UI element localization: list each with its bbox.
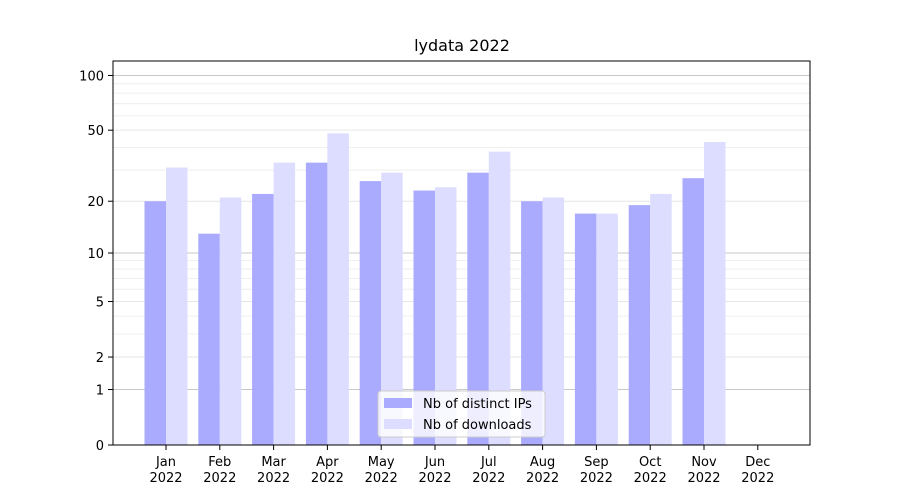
chart-title: lydata 2022 (414, 36, 510, 55)
x-tick-label: Aug 2022 (526, 455, 559, 486)
legend-swatch (384, 398, 412, 408)
bar (198, 233, 220, 445)
bar (488, 151, 511, 445)
bar (219, 197, 242, 445)
x-axis: Jan 2022 Feb 2022 Mar 2022 Apr 2022 May 2022 Jun 20… (149, 445, 774, 486)
bar (144, 201, 166, 445)
bar (305, 162, 328, 445)
bar (413, 190, 435, 445)
y-tick-label: 50 (87, 124, 104, 139)
legend-label: Nb of downloads (423, 418, 532, 433)
x-tick-label: Feb 2022 (203, 455, 236, 486)
bar (596, 213, 618, 445)
legend-label: Nb of distinct IPs (423, 397, 532, 412)
y-tick-label: 100 (79, 69, 104, 84)
x-tick-label: Oct 2022 (634, 455, 667, 486)
y-axis: 0 1 2 5 10 20 50 100 (79, 69, 113, 454)
legend: Nb of distinct IPs Nb of downloads (377, 390, 546, 438)
bar (359, 181, 382, 445)
x-tick-label: Nov 2022 (687, 455, 720, 486)
bar (273, 162, 296, 445)
bar (574, 213, 597, 445)
bar (327, 133, 349, 445)
x-tick-label: Dec 2022 (741, 455, 774, 486)
x-tick-label: Jun 2022 (418, 455, 451, 486)
bar (435, 187, 457, 445)
x-tick-label: Mar 2022 (257, 455, 290, 486)
x-tick-label: Sep 2022 (580, 455, 613, 486)
y-tick-label: 5 (96, 296, 104, 311)
y-tick-label: 10 (87, 247, 104, 262)
legend-box (377, 390, 546, 438)
bar (467, 172, 489, 445)
bar (166, 167, 188, 445)
y-tick-label: 20 (87, 195, 104, 210)
x-tick-label: Apr 2022 (311, 455, 344, 486)
bar (650, 193, 672, 445)
y-tick-label: 1 (96, 383, 104, 398)
bar (381, 172, 403, 445)
bar (682, 178, 704, 446)
x-tick-label: Jan 2022 (149, 455, 182, 486)
bar (704, 141, 726, 446)
x-tick-label: May 2022 (365, 455, 398, 486)
y-tick-label: 0 (96, 439, 104, 454)
bars (144, 133, 726, 446)
bar (628, 205, 651, 445)
y-tick-label: 2 (96, 351, 104, 366)
legend-swatch (384, 419, 412, 429)
bar (252, 193, 274, 445)
bar (521, 201, 543, 445)
x-tick-label: Jul 2022 (472, 455, 505, 486)
bar (542, 197, 565, 445)
